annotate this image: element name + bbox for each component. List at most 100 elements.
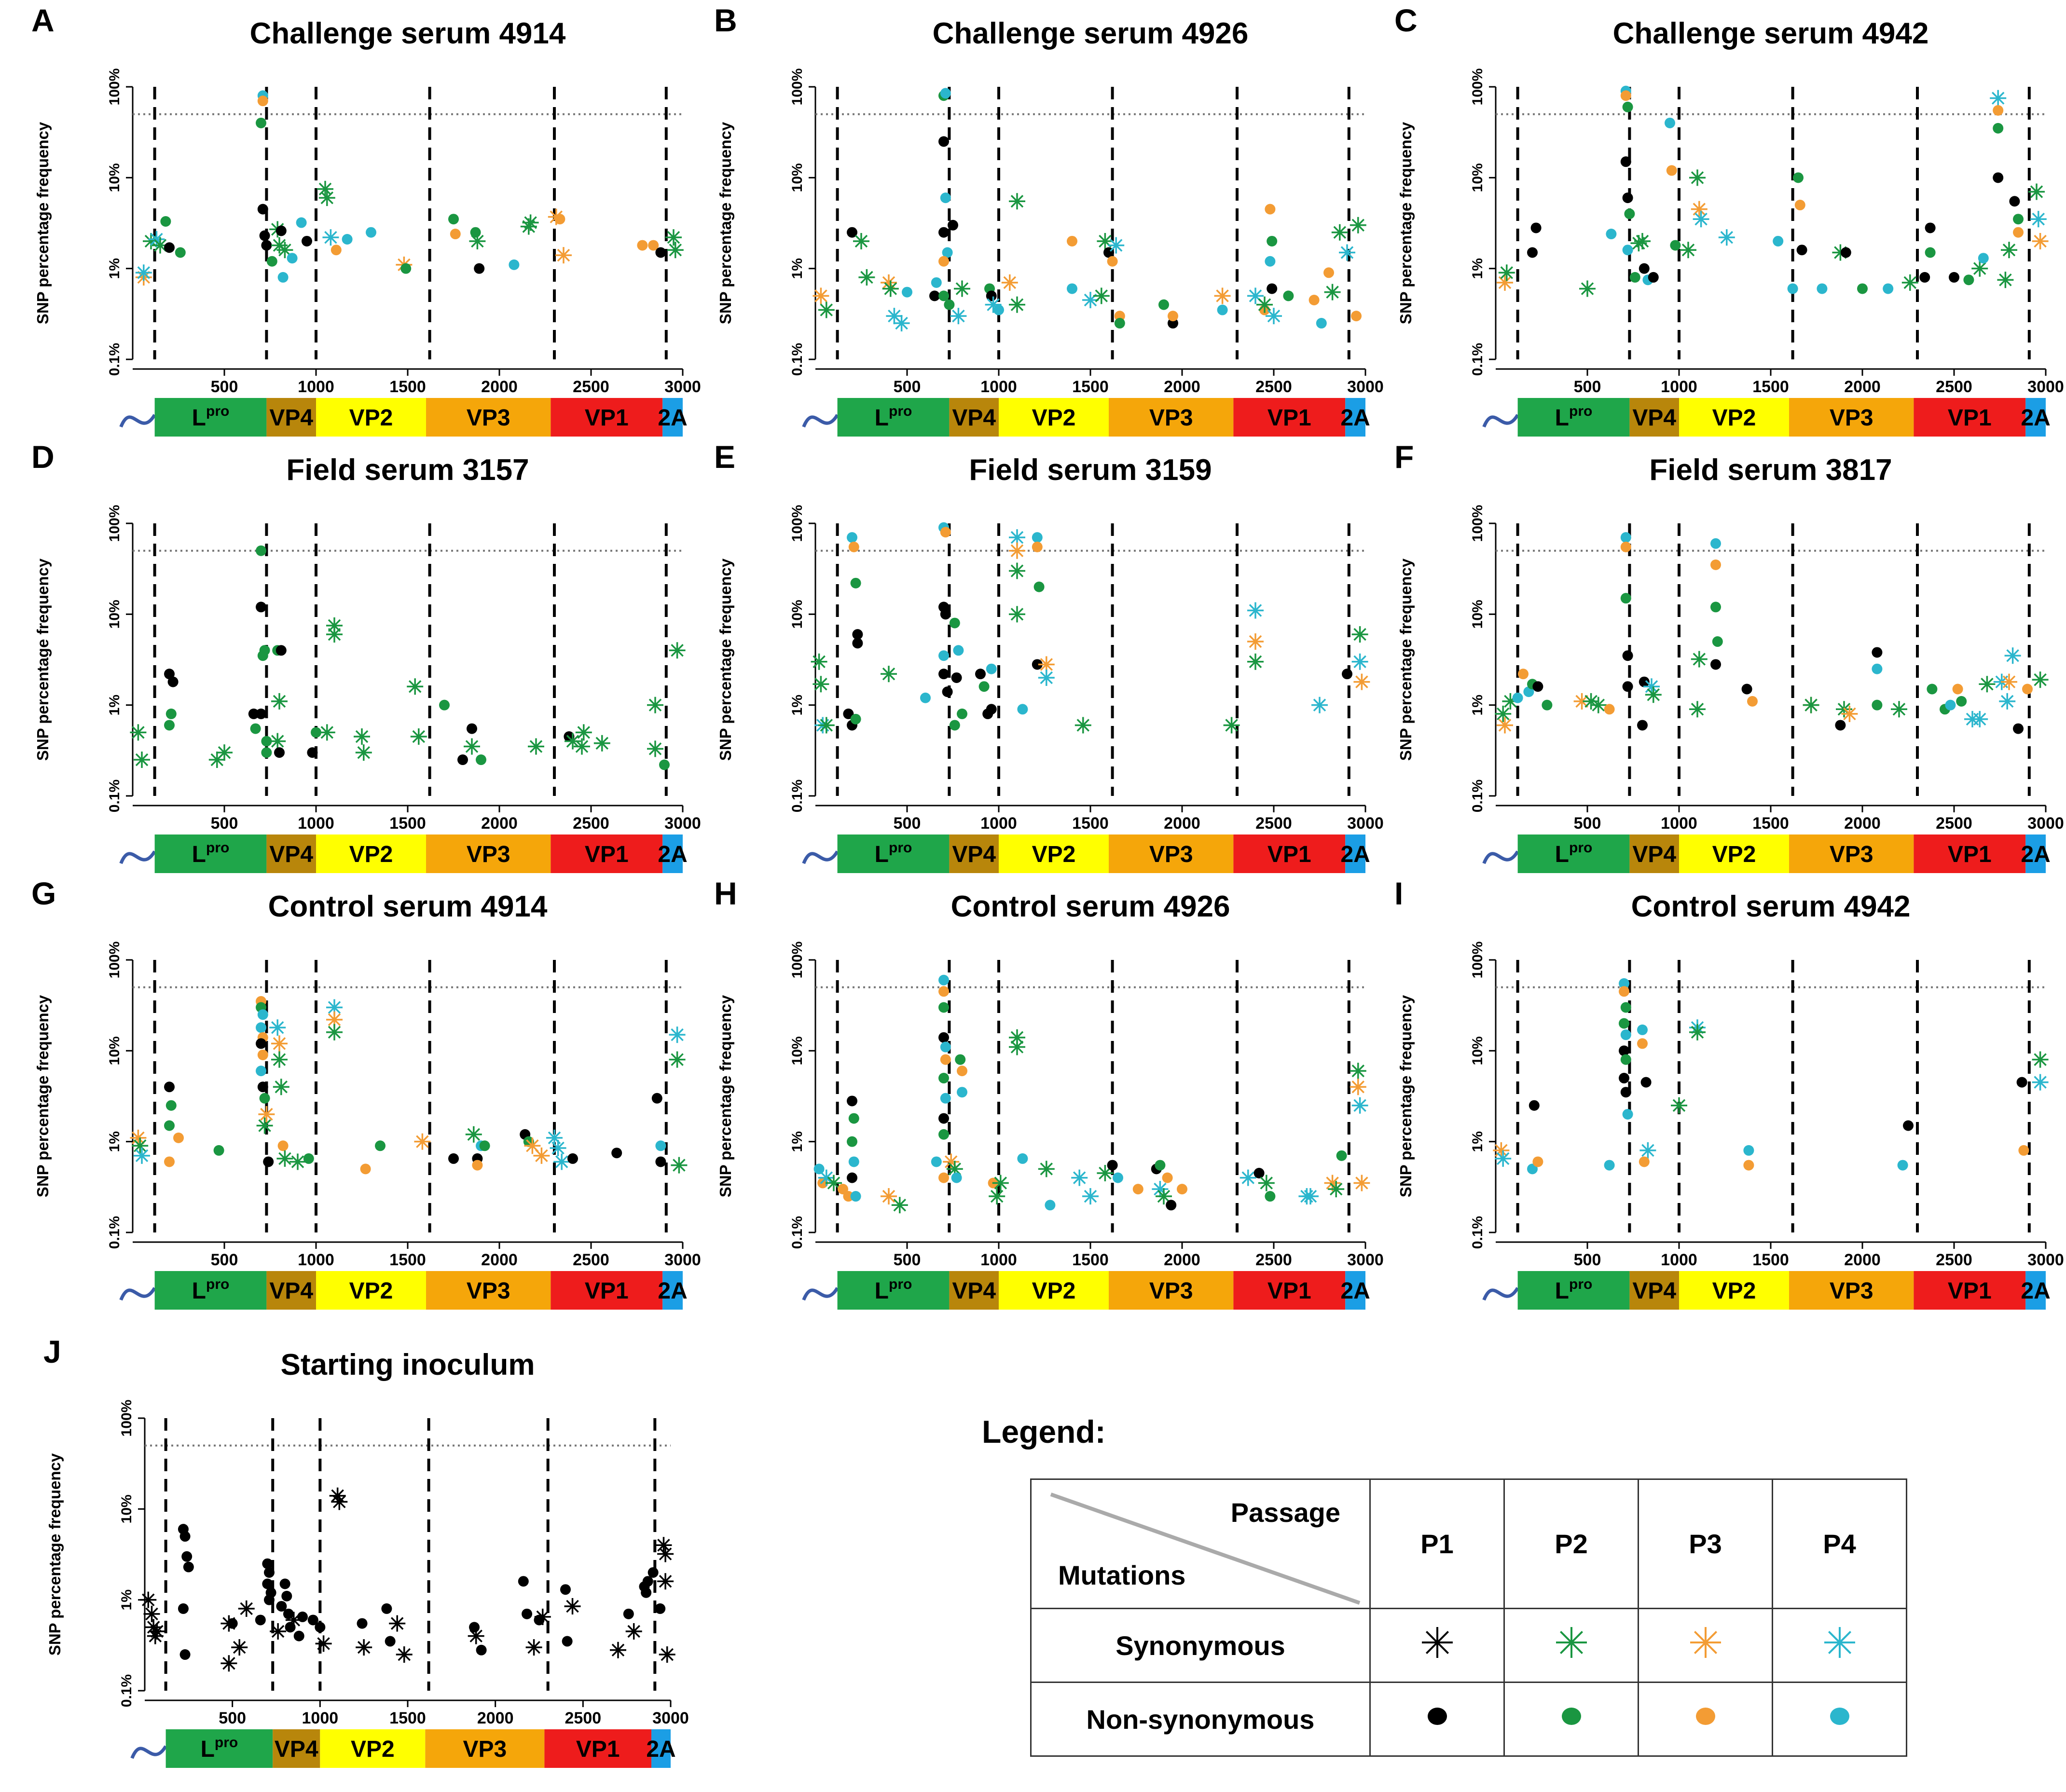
data-point-nonsynonymous bbox=[931, 1156, 942, 1167]
x-tick-label: 1500 bbox=[389, 1709, 426, 1727]
data-point-nonsynonymous bbox=[1622, 192, 1633, 204]
panel-letter: J bbox=[43, 1334, 61, 1369]
data-point-synonymous bbox=[1579, 280, 1596, 297]
legend-header-passage: Passage bbox=[1230, 1497, 1340, 1528]
data-point-synonymous bbox=[1311, 697, 1328, 713]
data-point-synonymous bbox=[1223, 717, 1240, 734]
genome-region-2a bbox=[662, 398, 683, 437]
data-point-nonsynonymous bbox=[931, 277, 942, 288]
data-point-nonsynonymous bbox=[1620, 1002, 1631, 1013]
data-point-synonymous bbox=[647, 740, 663, 757]
legend-nonsynonymous-p3-marker bbox=[1695, 1707, 1715, 1725]
genome-region-l bbox=[837, 398, 950, 437]
data-point-nonsynonymous bbox=[942, 247, 953, 258]
x-tick-label: 1000 bbox=[298, 1251, 334, 1269]
genome-region-label: 2A bbox=[646, 1737, 675, 1762]
y-tick-label: 100% bbox=[789, 942, 805, 979]
genome-region-label: VP3 bbox=[467, 1278, 510, 1304]
genome-region-label: Lpro bbox=[192, 840, 230, 867]
region-label-main: 2A bbox=[646, 1737, 675, 1762]
y-tick-label: 1% bbox=[107, 258, 123, 279]
x-tick-label: 500 bbox=[211, 1251, 238, 1269]
x-tick-label: 1500 bbox=[1072, 1251, 1109, 1269]
panel-title: Challenge serum 4914 bbox=[250, 17, 566, 50]
genome-region-label: Lpro bbox=[192, 403, 230, 431]
data-point-nonsynonymous bbox=[993, 304, 1004, 315]
y-tick-label: 0.1% bbox=[1470, 780, 1486, 812]
data-point-synonymous bbox=[396, 1646, 413, 1663]
data-point-nonsynonymous bbox=[479, 1140, 490, 1151]
genome-region-label: VP2 bbox=[351, 1737, 395, 1762]
data-point-nonsynonymous bbox=[957, 708, 967, 719]
x-tick-label: 2000 bbox=[1844, 378, 1881, 396]
data-point-nonsynonymous bbox=[1606, 229, 1617, 240]
data-point-synonymous bbox=[1497, 274, 1513, 291]
data-point-synonymous bbox=[534, 1608, 551, 1625]
panel-h: H Control serum 4926 SNP percentage freque… bbox=[714, 875, 1384, 1310]
x-tick-label: 2500 bbox=[1936, 814, 1972, 833]
region-label-main: VP1 bbox=[1948, 842, 1992, 867]
genome-region-label: VP1 bbox=[576, 1737, 620, 1762]
x-tick-label: 2000 bbox=[481, 814, 518, 833]
genome-region-label: Lpro bbox=[192, 1276, 230, 1304]
panel-title: Challenge serum 4942 bbox=[1613, 17, 1929, 50]
legend-nonsynonymous-p4 bbox=[1772, 1682, 1907, 1757]
data-point-nonsynonymous bbox=[637, 240, 648, 251]
data-point-nonsynonymous bbox=[2013, 723, 2024, 734]
data-point-nonsynonymous bbox=[1949, 272, 1959, 283]
data-point-nonsynonymous bbox=[261, 240, 272, 251]
data-point-synonymous bbox=[354, 728, 370, 745]
region-label-main: VP2 bbox=[349, 1278, 393, 1304]
data-point-nonsynonymous bbox=[1710, 538, 1721, 549]
data-point-nonsynonymous bbox=[1945, 699, 1956, 711]
panel-letter: E bbox=[714, 439, 735, 475]
region-label-main: VP2 bbox=[349, 405, 393, 431]
data-point-nonsynonymous bbox=[942, 686, 953, 698]
data-point-nonsynonymous bbox=[1217, 304, 1228, 315]
data-point-synonymous bbox=[271, 1051, 288, 1068]
data-point-nonsynonymous bbox=[623, 1608, 634, 1619]
genome-region-vp3 bbox=[1109, 834, 1234, 873]
data-point-synonymous bbox=[140, 1591, 157, 1608]
data-point-nonsynonymous bbox=[263, 1156, 274, 1167]
data-point-nonsynonymous bbox=[1265, 1191, 1276, 1202]
data-point-nonsynonymous bbox=[944, 299, 955, 310]
panel-title: Control serum 4926 bbox=[951, 890, 1230, 923]
data-point-synonymous bbox=[657, 1573, 674, 1590]
data-point-synonymous bbox=[525, 1639, 542, 1656]
genome-region-vp4 bbox=[949, 834, 999, 873]
region-label-main: VP4 bbox=[952, 842, 996, 867]
genome-region-label: VP1 bbox=[1267, 842, 1311, 867]
data-point-nonsynonymous bbox=[1835, 720, 1846, 731]
data-point-synonymous bbox=[134, 752, 150, 768]
data-point-synonymous bbox=[1009, 542, 1025, 559]
data-point-nonsynonymous bbox=[256, 545, 266, 556]
data-point-nonsynonymous bbox=[1620, 593, 1631, 604]
data-point-synonymous bbox=[943, 1153, 960, 1170]
region-label-main: L bbox=[875, 842, 889, 867]
data-point-synonymous bbox=[326, 1024, 343, 1040]
data-point-nonsynonymous bbox=[1637, 1024, 1648, 1035]
data-point-nonsynonymous bbox=[1840, 247, 1851, 258]
y-tick-label: 100% bbox=[107, 68, 123, 106]
data-point-nonsynonymous bbox=[938, 290, 949, 301]
data-point-synonymous bbox=[1691, 201, 1708, 218]
y-tick-label: 10% bbox=[789, 600, 805, 629]
genome-region-vp2 bbox=[999, 398, 1109, 437]
data-point-nonsynonymous bbox=[940, 192, 951, 204]
data-point-synonymous bbox=[464, 738, 480, 755]
data-point-synonymous bbox=[1971, 260, 1988, 277]
data-point-nonsynonymous bbox=[1113, 1172, 1123, 1183]
data-point-nonsynonymous bbox=[1666, 165, 1677, 176]
data-point-nonsynonymous bbox=[1308, 294, 1320, 305]
data-point-nonsynonymous bbox=[1267, 283, 1278, 294]
data-point-nonsynonymous bbox=[1710, 659, 1721, 670]
data-point-synonymous bbox=[647, 697, 663, 713]
genome-region-label: 2A bbox=[1340, 1278, 1370, 1304]
y-tick-label: 1% bbox=[1470, 258, 1486, 279]
x-tick-label: 500 bbox=[894, 814, 921, 833]
genome-region-vp4 bbox=[1629, 1271, 1679, 1310]
data-point-nonsynonymous bbox=[1155, 1160, 1166, 1171]
data-point-nonsynonymous bbox=[938, 136, 949, 147]
y-axis-label: SNP percentage frequency bbox=[1397, 122, 1415, 324]
